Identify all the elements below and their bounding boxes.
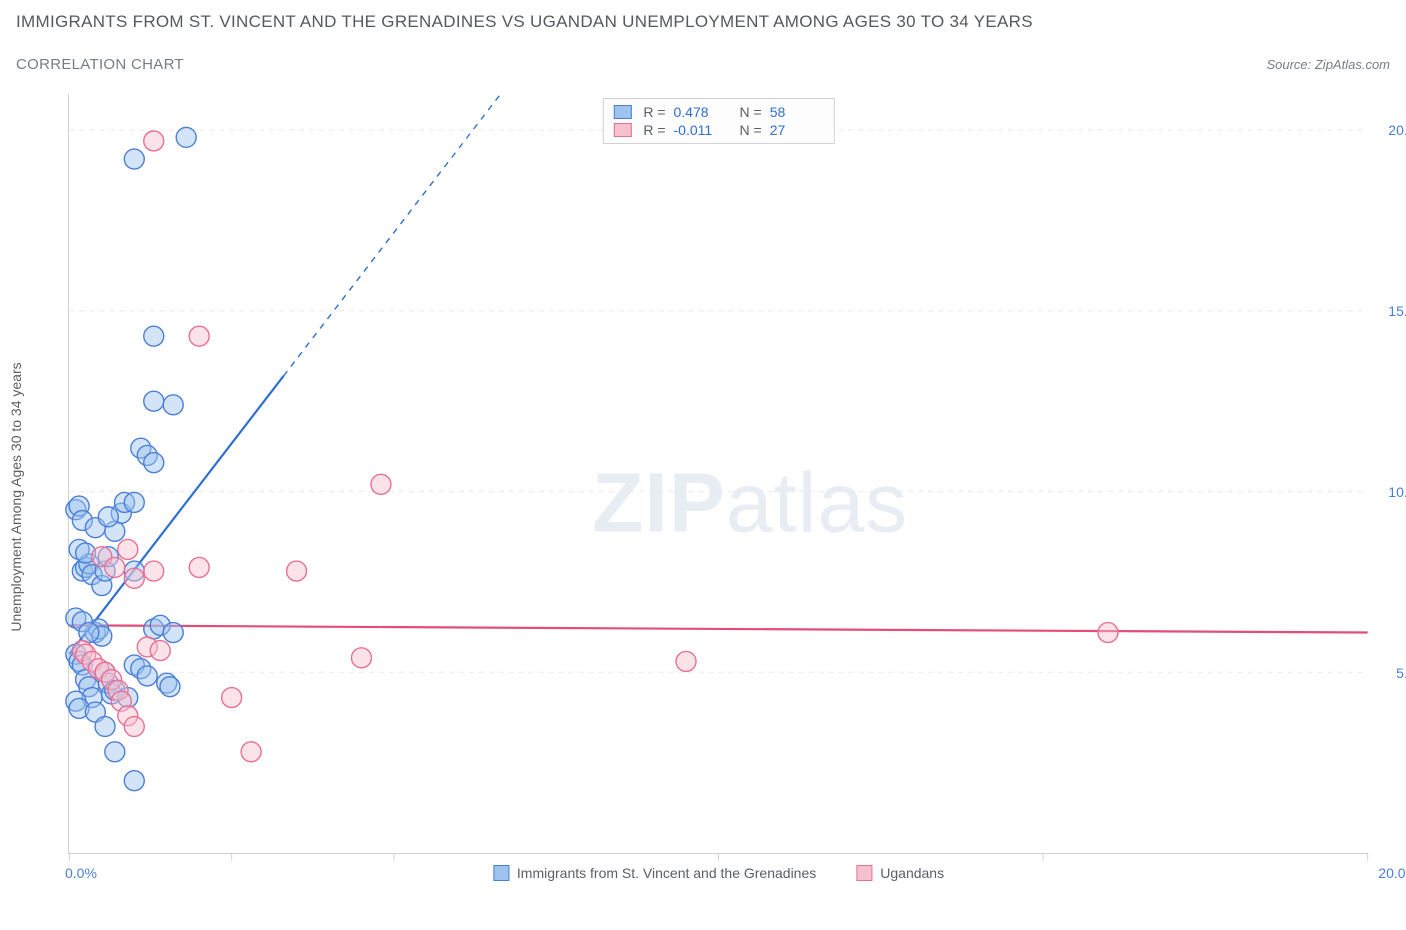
x-axis-min-label: 0.0% (65, 865, 97, 881)
x-axis-max-label: 20.0% (1378, 865, 1406, 881)
legend-item-1: Immigrants from St. Vincent and the Gren… (493, 865, 816, 881)
stats-row-series-2: R = -0.011 N = 27 (613, 121, 823, 139)
chart-container: Unemployment Among Ages 30 to 34 years Z… (48, 94, 1390, 884)
y-tick-label: 20.0% (1378, 122, 1406, 138)
y-axis-label: Unemployment Among Ages 30 to 34 years (8, 362, 24, 631)
n-label: N = (740, 122, 762, 138)
y-tick-label: 10.0% (1378, 484, 1406, 500)
n-label: N = (740, 104, 762, 120)
source-attribution: Source: ZipAtlas.com (1266, 57, 1390, 72)
swatch-icon (613, 123, 631, 137)
n-value: 58 (770, 104, 824, 120)
correlation-stats-box: R = 0.478 N = 58 R = -0.011 N = 27 (602, 98, 834, 144)
chart-title: IMMIGRANTS FROM ST. VINCENT AND THE GREN… (16, 12, 1033, 32)
n-value: 27 (770, 122, 824, 138)
scatter-plot-svg (69, 94, 1368, 853)
y-tick-label: 15.0% (1378, 303, 1406, 319)
swatch-icon (856, 865, 872, 881)
r-label: R = (643, 104, 665, 120)
swatch-icon (613, 105, 631, 119)
r-value: -0.011 (674, 122, 728, 138)
subtitle-row: CORRELATION CHART Source: ZipAtlas.com (16, 56, 1390, 73)
stats-row-series-1: R = 0.478 N = 58 (613, 103, 823, 121)
r-label: R = (643, 122, 665, 138)
r-value: 0.478 (674, 104, 728, 120)
swatch-icon (493, 865, 509, 881)
legend-label: Ugandans (880, 865, 944, 881)
legend-bottom: Immigrants from St. Vincent and the Gren… (493, 865, 944, 881)
y-tick-label: 5.0% (1378, 665, 1406, 681)
plot-area: ZIPatlas R = 0.478 N = 58 R = -0.011 N =… (68, 94, 1368, 854)
legend-item-2: Ugandans (856, 865, 944, 881)
chart-subtitle: CORRELATION CHART (16, 56, 184, 73)
legend-label: Immigrants from St. Vincent and the Gren… (517, 865, 816, 881)
